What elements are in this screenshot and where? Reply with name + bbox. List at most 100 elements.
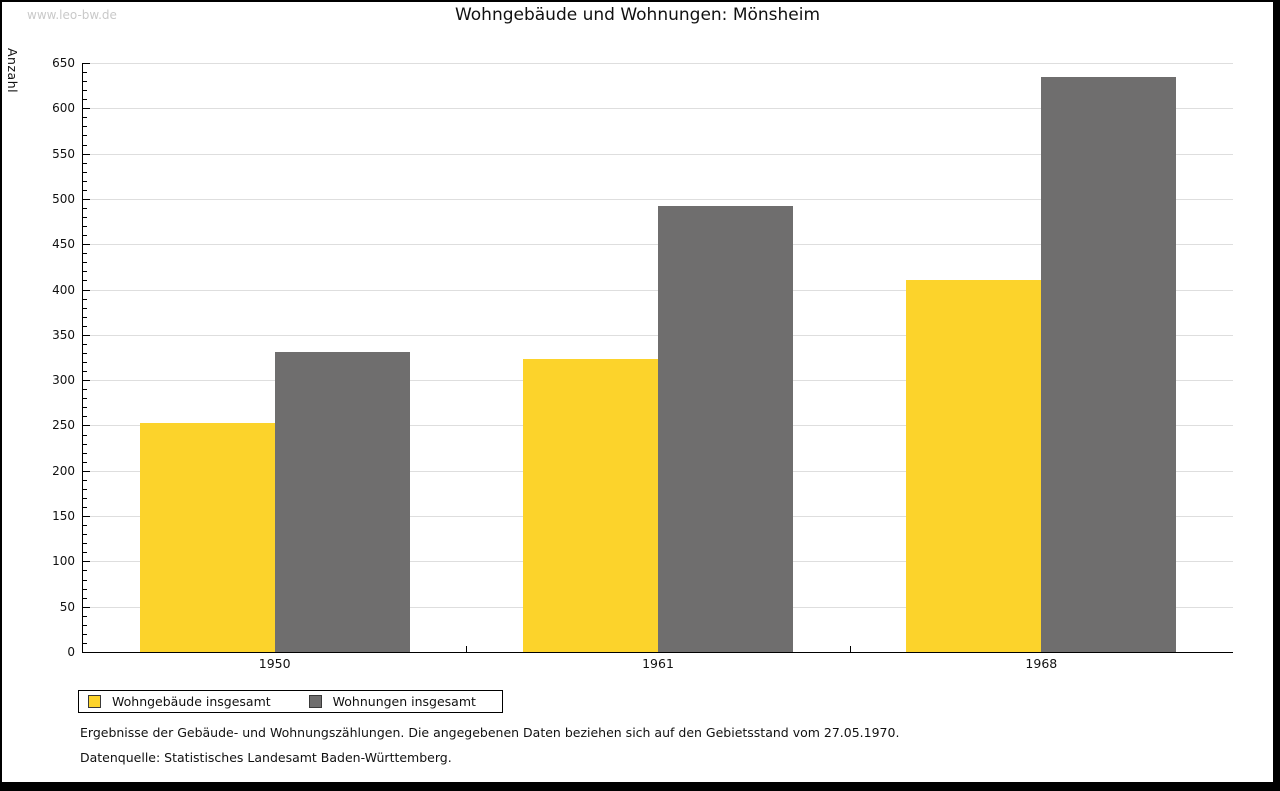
y-minor-tick <box>83 525 87 527</box>
y-major-tick <box>83 108 90 110</box>
bar-wohnungen-1950 <box>274 352 410 652</box>
y-minor-tick <box>83 398 87 400</box>
y-major-tick <box>83 606 90 608</box>
y-minor-tick <box>83 416 87 418</box>
y-tick-label: 0 <box>67 645 75 659</box>
x-category-label-1950: 1950 <box>258 656 291 671</box>
y-major-tick <box>83 470 90 472</box>
y-minor-tick <box>83 126 87 128</box>
y-minor-tick <box>83 90 87 92</box>
gridline-500 <box>83 198 1233 200</box>
y-tick-label: 600 <box>52 101 75 116</box>
y-minor-tick <box>83 307 87 309</box>
footer-note: Ergebnisse der Gebäude- und Wohnungszähl… <box>80 725 900 740</box>
x-boundary-tick <box>849 646 851 652</box>
y-minor-tick <box>83 280 87 282</box>
watermark: www.leo-bw.de <box>27 8 117 22</box>
y-major-tick <box>83 244 90 246</box>
gridline-600 <box>83 108 1233 110</box>
y-major-tick <box>83 334 90 336</box>
y-minor-tick <box>83 615 87 617</box>
y-minor-tick <box>83 298 87 300</box>
y-minor-tick <box>83 497 87 499</box>
y-minor-tick <box>83 171 87 173</box>
y-major-tick <box>83 63 90 64</box>
legend-swatch-gray <box>308 695 322 708</box>
y-minor-tick <box>83 570 87 572</box>
y-minor-tick <box>83 479 87 481</box>
y-minor-tick <box>83 343 87 345</box>
bar-wohnungen-1968 <box>1041 76 1177 652</box>
y-minor-tick <box>83 162 87 164</box>
y-minor-tick <box>83 253 87 255</box>
y-minor-tick <box>83 207 87 209</box>
y-minor-tick <box>83 389 87 391</box>
x-category-label-1961: 1961 <box>642 656 674 671</box>
y-tick-label: 550 <box>52 146 75 161</box>
y-major-tick <box>83 198 90 200</box>
y-minor-tick <box>83 543 87 545</box>
y-tick-label: 400 <box>52 282 75 297</box>
y-tick-label: 500 <box>52 191 75 206</box>
y-minor-tick <box>83 371 87 373</box>
y-minor-tick <box>83 117 87 119</box>
footer-source: Datenquelle: Statistisches Landesamt Bad… <box>80 750 452 765</box>
y-minor-tick <box>83 262 87 264</box>
legend: Wohngebäude insgesamt Wohnungen insgesam… <box>78 690 503 713</box>
plot-area: 0 50 100 150 200 250 300 350 400 450 500 550 600 650 1… <box>52 56 1233 671</box>
y-tick-label: 100 <box>52 554 75 569</box>
x-category-label-1968: 1968 <box>1025 656 1058 671</box>
y-tick-label: 450 <box>52 237 75 252</box>
y-minor-tick <box>83 452 87 454</box>
y-major-tick <box>83 516 90 518</box>
y-major-tick <box>83 153 90 155</box>
y-axis-label: Anzahl <box>5 48 20 94</box>
y-minor-tick <box>83 81 87 83</box>
legend-label: Wohnungen insgesamt <box>332 694 476 709</box>
y-major-tick <box>83 652 90 653</box>
bar-wohngebaeude-1968 <box>906 279 1042 652</box>
y-minor-tick <box>83 597 87 599</box>
y-minor-tick <box>83 407 87 409</box>
y-major-tick <box>83 380 90 382</box>
x-boundary-tick <box>466 646 468 652</box>
y-major-tick <box>83 425 90 427</box>
y-tick-label: 150 <box>52 509 75 524</box>
y-minor-tick <box>83 588 87 590</box>
y-minor-tick <box>83 507 87 508</box>
y-minor-tick <box>83 135 87 137</box>
y-minor-tick <box>83 633 87 635</box>
y-minor-tick <box>83 144 87 146</box>
y-minor-tick <box>83 235 87 237</box>
legend-label: Wohngebäude insgesamt <box>112 694 271 709</box>
y-tick-label: 350 <box>52 327 75 342</box>
y-minor-tick <box>83 443 87 445</box>
y-tick-label: 50 <box>59 599 75 614</box>
page-title: Wohngebäude und Wohnungen: Mönsheim <box>454 5 821 25</box>
y-tick-label: 650 <box>52 56 75 70</box>
y-minor-tick <box>83 642 87 644</box>
y-minor-tick <box>83 316 87 318</box>
y-minor-tick <box>83 99 87 101</box>
y-minor-tick <box>83 189 87 191</box>
gridline-650 <box>83 63 1233 64</box>
y-tick-label: 200 <box>52 463 75 478</box>
y-minor-tick <box>83 461 87 463</box>
y-minor-tick <box>83 180 87 182</box>
y-minor-tick <box>83 352 87 354</box>
y-minor-tick <box>83 72 87 74</box>
y-minor-tick <box>83 534 87 536</box>
y-major-tick <box>83 561 90 563</box>
y-minor-tick <box>83 488 87 490</box>
y-major-tick <box>83 289 90 291</box>
y-minor-tick <box>83 434 87 436</box>
bar-wohngebaeude-1950 <box>139 422 275 652</box>
bar-wohnungen-1961 <box>658 206 793 652</box>
y-minor-tick <box>83 325 87 327</box>
y-minor-tick <box>83 271 87 273</box>
legend-swatch-yellow <box>88 695 101 708</box>
y-minor-tick <box>83 226 87 228</box>
gridline-550 <box>83 153 1233 155</box>
bar-wohngebaeude-1961 <box>523 359 658 652</box>
